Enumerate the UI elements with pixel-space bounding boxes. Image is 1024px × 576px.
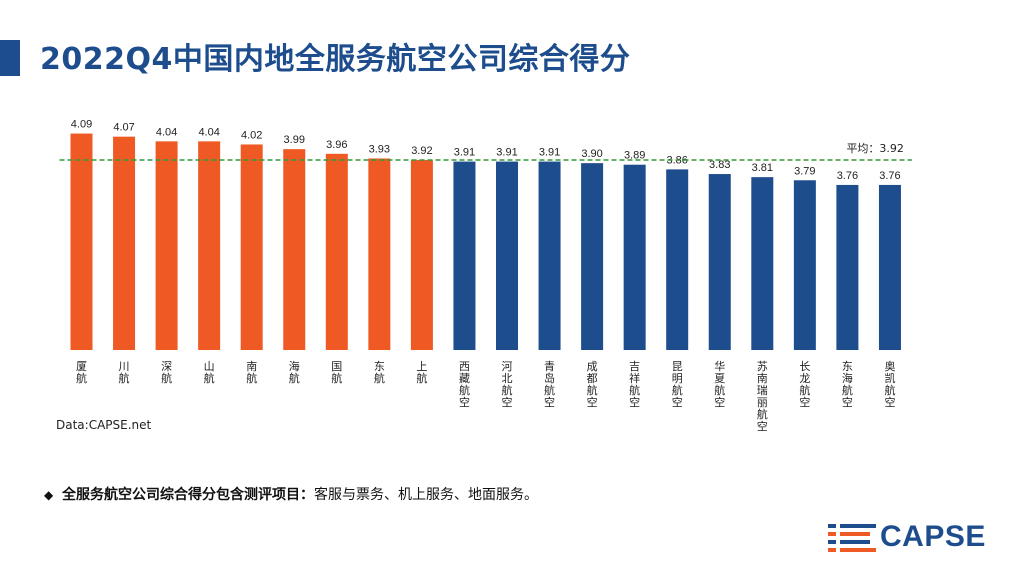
- data-label: 3.96: [326, 139, 347, 151]
- bar: [283, 149, 306, 350]
- bar: [666, 169, 689, 350]
- bar: [496, 161, 518, 350]
- data-label: 4.04: [198, 126, 219, 138]
- data-label: 4.04: [156, 126, 177, 138]
- capse-logo: CAPSE: [826, 518, 996, 558]
- bar: [198, 141, 221, 350]
- data-label: 4.02: [241, 129, 262, 141]
- bar: [240, 144, 263, 350]
- category-label: 上航: [416, 360, 427, 385]
- category-label: 成都航空: [587, 360, 598, 409]
- bar: [453, 161, 476, 350]
- bar: [325, 153, 348, 350]
- bar: [70, 133, 93, 350]
- bar: [368, 158, 391, 350]
- category-label: 昆明航空: [672, 360, 683, 409]
- category-label: 国航: [331, 360, 342, 385]
- data-label: 3.83: [709, 159, 730, 171]
- category-label: 深航: [161, 360, 172, 385]
- bar: [155, 141, 178, 350]
- bar: [793, 180, 816, 350]
- average-label: 平均：3.92: [846, 142, 904, 155]
- footnote-lead: 全服务航空公司综合得分包含测评项目：: [62, 487, 314, 503]
- data-label: 3.91: [539, 147, 560, 159]
- category-label: 河北航空: [502, 360, 513, 409]
- category-label: 苏南瑞丽航空: [757, 360, 768, 433]
- data-label: 3.92: [411, 145, 432, 157]
- data-source: Data:CAPSE.net: [56, 418, 152, 432]
- bar: [708, 174, 731, 350]
- footnote-text: 客服与票务、机上服务、地面服务。: [314, 487, 538, 503]
- logo-text: CAPSE: [880, 520, 986, 553]
- bar: [836, 184, 859, 350]
- category-label: 奥凯航空: [884, 359, 895, 409]
- category-label: 厦航: [76, 360, 87, 385]
- footnote: ◆ 全服务航空公司综合得分包含测评项目：客服与票务、机上服务、地面服务。: [44, 484, 538, 504]
- data-label: 3.91: [496, 147, 517, 159]
- data-label: 3.89: [624, 150, 645, 162]
- category-label: 东海航空: [842, 360, 853, 409]
- data-label: 4.07: [113, 122, 134, 134]
- category-label: 山航: [204, 360, 215, 385]
- category-label: 华夏航空: [714, 359, 725, 409]
- data-label: 3.91: [454, 147, 475, 159]
- category-label: 吉祥航空: [629, 360, 640, 409]
- data-label: 3.76: [837, 170, 858, 182]
- bar: [410, 160, 433, 350]
- logo-mark-icon: [828, 524, 876, 552]
- data-label: 3.79: [794, 165, 815, 177]
- bar: [751, 177, 774, 350]
- bar: [878, 184, 901, 350]
- category-label: 青岛航空: [544, 360, 555, 409]
- bar: [581, 163, 604, 350]
- category-label: 南航: [246, 360, 257, 385]
- category-label: 海航: [289, 359, 300, 385]
- bar: [623, 164, 646, 350]
- data-label: 3.93: [369, 143, 390, 155]
- data-label: 4.09: [71, 119, 92, 131]
- data-label: 3.81: [752, 162, 773, 174]
- category-label: 川航: [119, 360, 130, 385]
- page-title: 2022Q4中国内地全服务航空公司综合得分: [40, 42, 631, 77]
- data-label: 3.76: [879, 170, 900, 182]
- title-accent-bar: [0, 40, 20, 76]
- category-label: 西藏航空: [459, 360, 470, 409]
- diamond-bullet-icon: ◆: [44, 488, 54, 502]
- data-label: 3.90: [581, 148, 602, 160]
- category-label: 东航: [374, 360, 385, 385]
- category-label: 长龙航空: [799, 360, 810, 409]
- bar: [538, 161, 561, 350]
- bar: [113, 136, 136, 350]
- data-label: 3.99: [284, 134, 305, 146]
